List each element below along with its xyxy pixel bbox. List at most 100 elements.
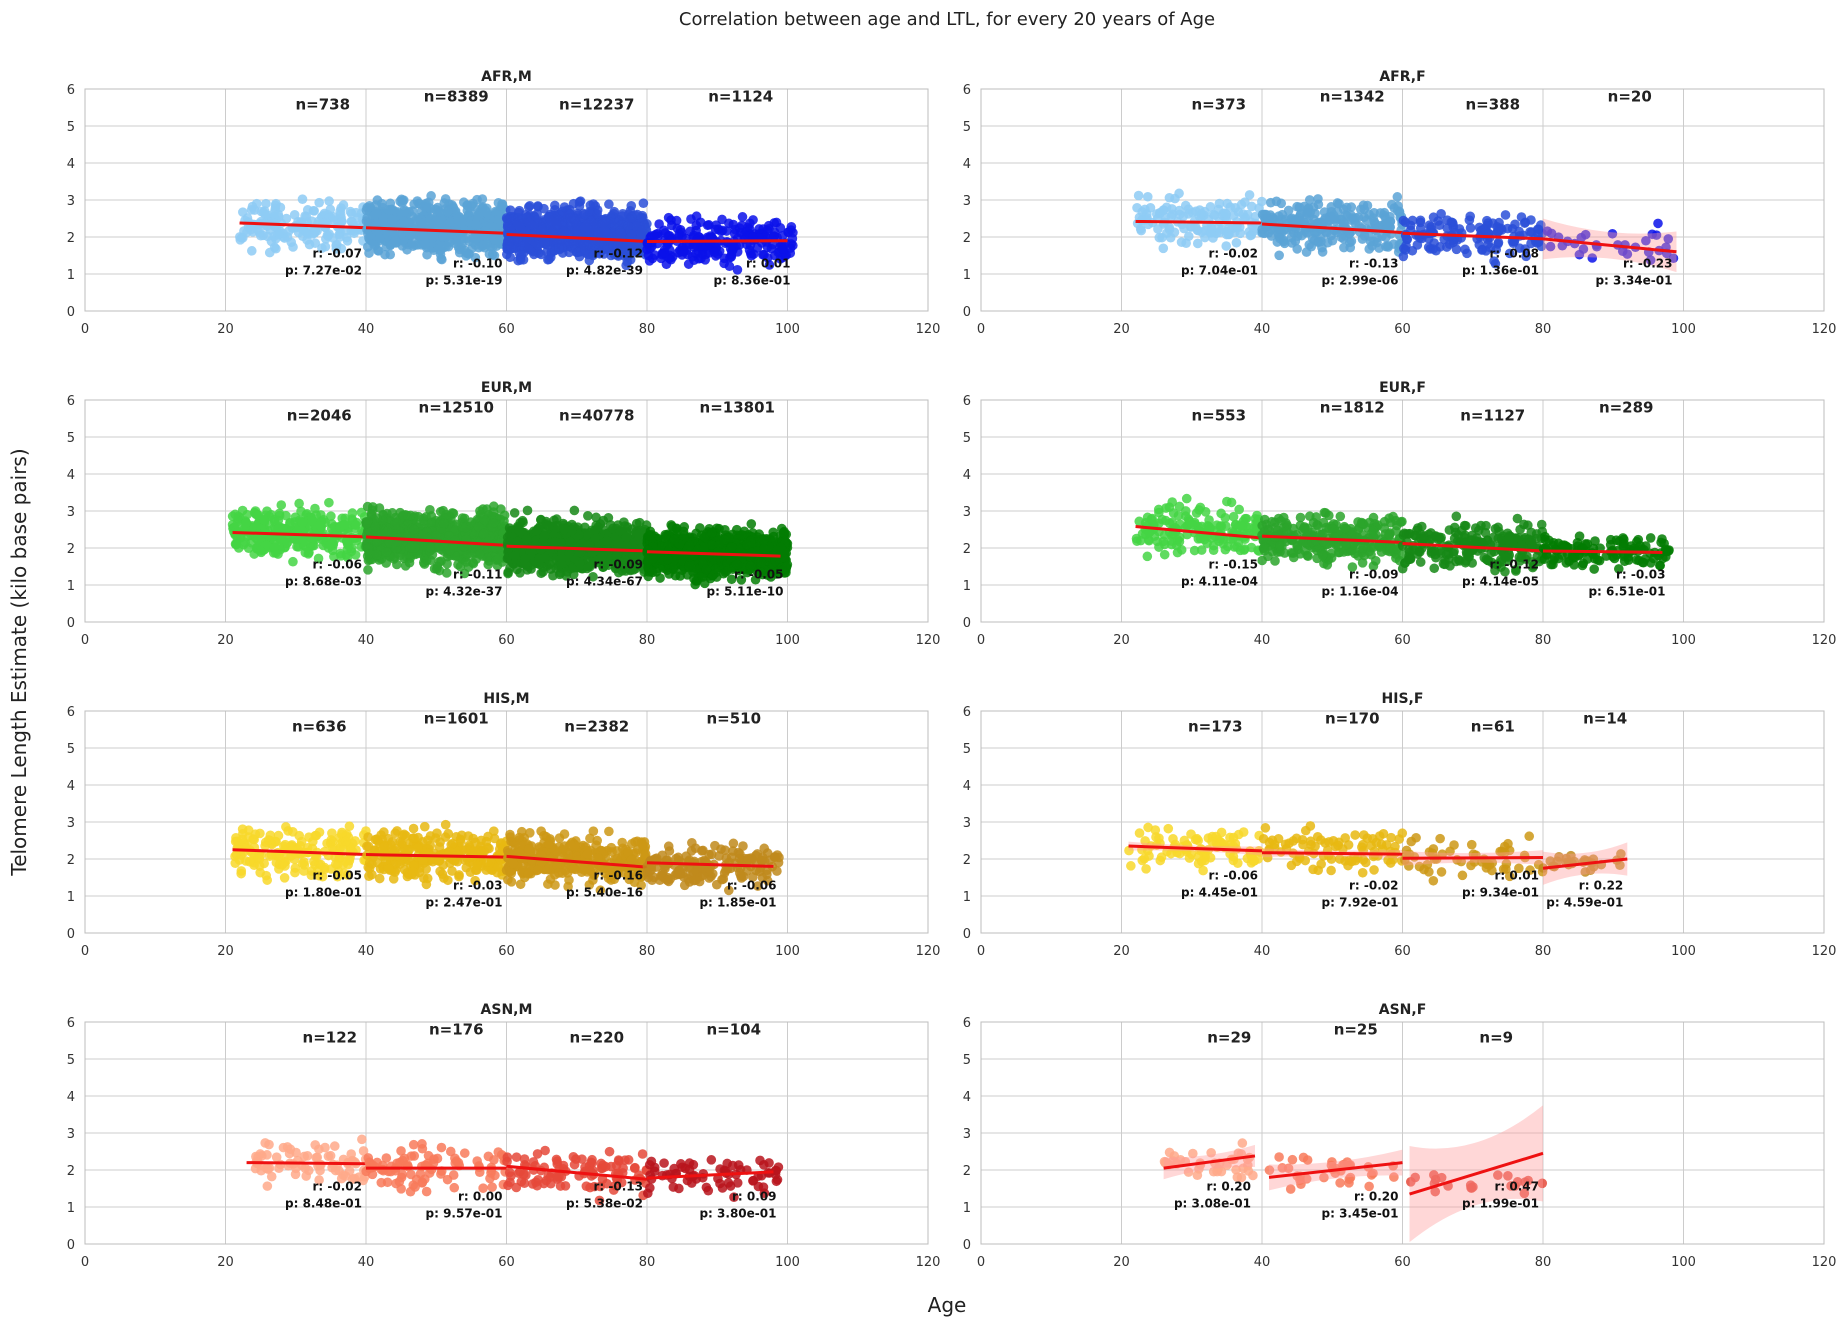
data-point <box>292 541 302 552</box>
data-point <box>471 220 481 230</box>
data-point <box>677 250 687 260</box>
data-point <box>550 200 560 211</box>
data-point <box>381 547 392 558</box>
data-point <box>409 524 419 535</box>
p-value-label: p: 4.32e-37 <box>426 584 503 598</box>
data-point <box>660 228 671 238</box>
data-point <box>1434 220 1445 230</box>
y-tick-label: 2 <box>963 231 971 246</box>
x-tick-label: 100 <box>1671 322 1696 337</box>
data-point <box>467 557 478 568</box>
data-point <box>1372 232 1383 243</box>
data-point <box>251 198 262 209</box>
data-point <box>1381 232 1391 243</box>
data-point <box>510 550 520 561</box>
data-point <box>506 243 517 254</box>
data-point <box>293 227 304 238</box>
data-point <box>399 205 410 215</box>
x-tick-label: 100 <box>775 633 800 648</box>
data-point <box>297 194 308 204</box>
data-point <box>425 203 435 213</box>
data-point <box>458 197 469 208</box>
data-point <box>1357 234 1368 244</box>
data-point <box>1208 209 1219 220</box>
y-tick-label: 5 <box>963 120 971 135</box>
data-point <box>331 240 341 251</box>
data-point <box>1361 215 1372 225</box>
y-tick-label: 0 <box>67 616 75 631</box>
data-point <box>1402 234 1413 245</box>
data-point <box>543 212 554 223</box>
data-point <box>531 525 542 536</box>
y-tick-label: 1 <box>67 268 75 283</box>
data-point <box>1532 224 1543 235</box>
data-point <box>654 219 664 229</box>
data-point <box>562 228 573 239</box>
data-point <box>335 206 345 216</box>
data-point <box>1275 233 1285 244</box>
data-point <box>472 194 482 205</box>
y-tick-label: 2 <box>67 231 75 246</box>
data-point <box>520 553 531 564</box>
x-tick-label: 0 <box>977 322 985 337</box>
data-point <box>1482 215 1492 226</box>
data-point <box>1142 191 1153 202</box>
p-value-label: p: 8.36e-01 <box>714 273 791 287</box>
data-point <box>370 521 381 532</box>
data-point <box>465 517 476 527</box>
data-point <box>724 261 735 272</box>
data-point <box>1296 230 1307 241</box>
p-value-label: p: 4.82e-39 <box>566 263 643 277</box>
data-point <box>621 532 632 543</box>
data-point <box>361 205 372 215</box>
data-point <box>1392 192 1403 202</box>
data-point <box>404 557 415 568</box>
data-point <box>1301 247 1312 257</box>
data-point <box>745 218 755 229</box>
data-point <box>661 259 672 270</box>
data-point <box>294 498 304 509</box>
data-point <box>536 249 546 260</box>
regression-line <box>506 232 648 243</box>
data-point <box>1339 218 1350 229</box>
y-tick-label: 6 <box>67 83 75 98</box>
x-tick-label: 120 <box>1812 322 1837 337</box>
correlation-r-label: r: -0.12 <box>594 246 643 260</box>
data-point <box>1317 247 1328 257</box>
x-tick-label: 120 <box>916 322 941 337</box>
data-point <box>334 223 345 234</box>
data-point <box>1383 242 1393 252</box>
data-point <box>593 227 603 238</box>
data-point <box>514 221 525 232</box>
data-point <box>458 233 469 244</box>
data-point <box>505 205 516 215</box>
y-tick-label: 6 <box>67 394 75 409</box>
y-tick-label: 4 <box>963 157 971 172</box>
data-point <box>1165 232 1176 243</box>
data-point <box>730 224 741 235</box>
data-point <box>416 218 427 228</box>
sample-size-label: n=20 <box>1608 87 1652 105</box>
data-point <box>341 536 352 547</box>
data-point <box>1400 217 1411 228</box>
correlation-r-label: r: -0.08 <box>1490 246 1539 260</box>
data-point <box>274 508 285 519</box>
data-point <box>382 526 393 537</box>
data-point <box>583 511 593 521</box>
sample-size-label: n=40778 <box>559 406 634 424</box>
data-point <box>1194 211 1205 222</box>
data-point <box>470 234 481 245</box>
data-point <box>255 230 266 241</box>
data-point <box>744 245 755 255</box>
data-point <box>522 505 533 516</box>
correlation-r-label: r: -0.09 <box>594 557 643 571</box>
data-point <box>1214 198 1225 209</box>
x-tick-label: 0 <box>81 633 89 648</box>
data-point <box>441 509 451 520</box>
data-point <box>324 196 334 206</box>
data-point <box>649 230 659 241</box>
data-point <box>405 542 416 553</box>
data-point <box>1465 211 1476 222</box>
correlation-r-label: r: 0.01 <box>746 256 791 270</box>
data-point <box>1192 238 1203 249</box>
